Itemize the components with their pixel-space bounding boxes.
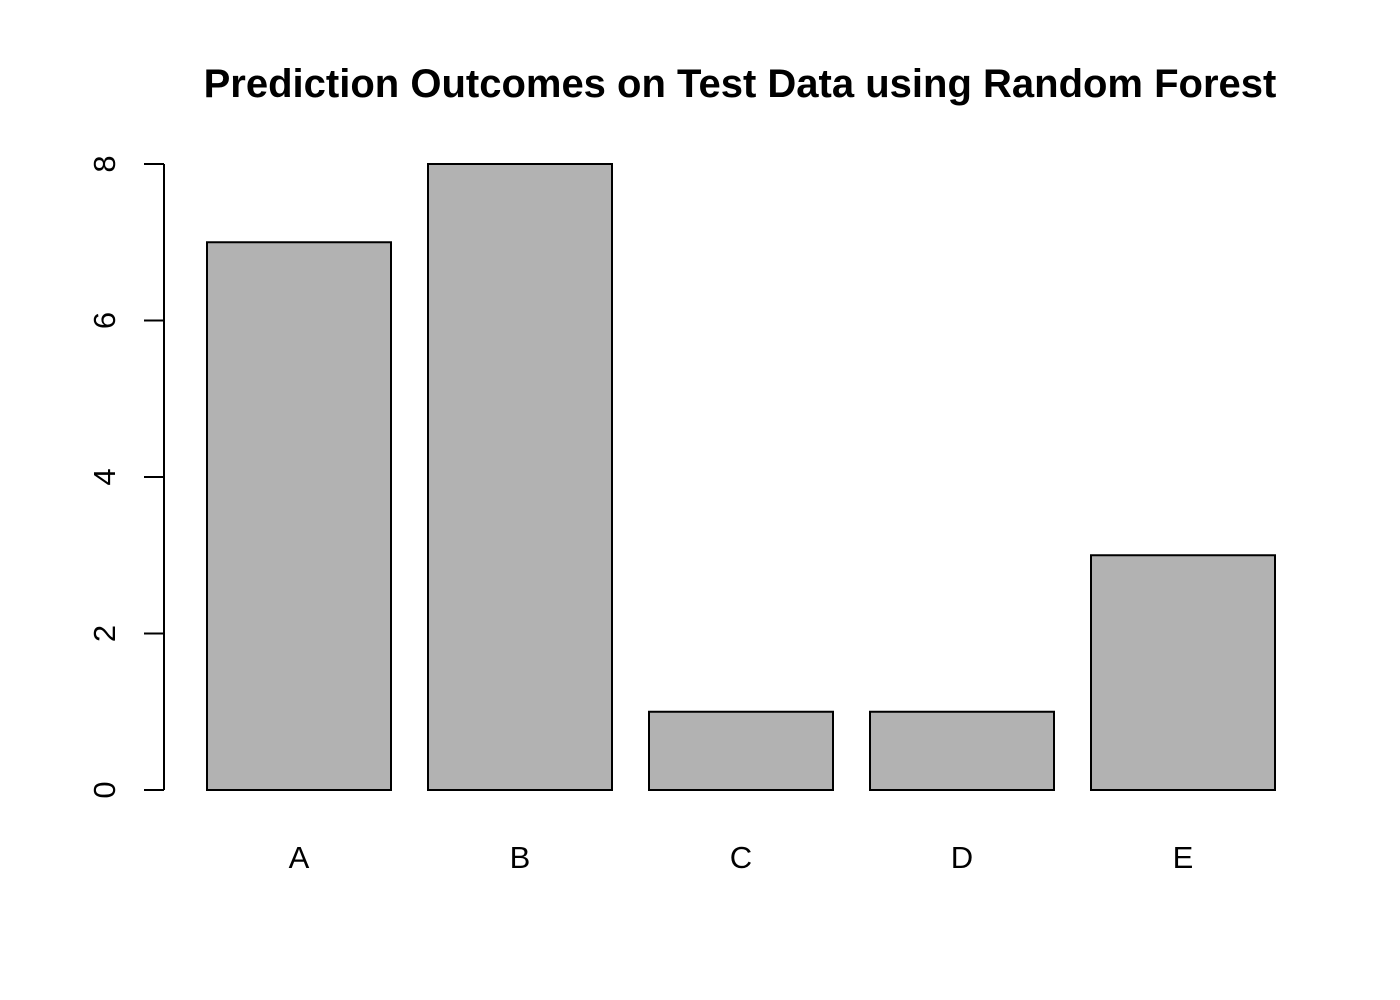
y-tick-label: 2 (87, 625, 122, 642)
bars-group (206, 163, 1276, 791)
y-axis: 0 2 4 6 8 (87, 155, 165, 799)
chart-title: Prediction Outcomes on Test Data using R… (204, 62, 1277, 106)
y-tick-label: 0 (87, 781, 122, 798)
bar-a (206, 241, 392, 791)
y-tick-label: 6 (87, 312, 122, 329)
bar-c (648, 710, 834, 791)
y-tick-label: 8 (87, 155, 122, 172)
bar-d (869, 710, 1055, 791)
bar-e (1090, 554, 1276, 791)
x-category-label: D (951, 840, 973, 875)
x-category-label: C (730, 840, 752, 875)
x-category-label: A (289, 840, 310, 875)
y-tick-label: 4 (87, 468, 122, 485)
x-category-label: E (1173, 840, 1194, 875)
x-category-label: B (510, 840, 531, 875)
x-axis-labels: A B C D E (289, 840, 1194, 875)
bar-b (427, 163, 613, 791)
